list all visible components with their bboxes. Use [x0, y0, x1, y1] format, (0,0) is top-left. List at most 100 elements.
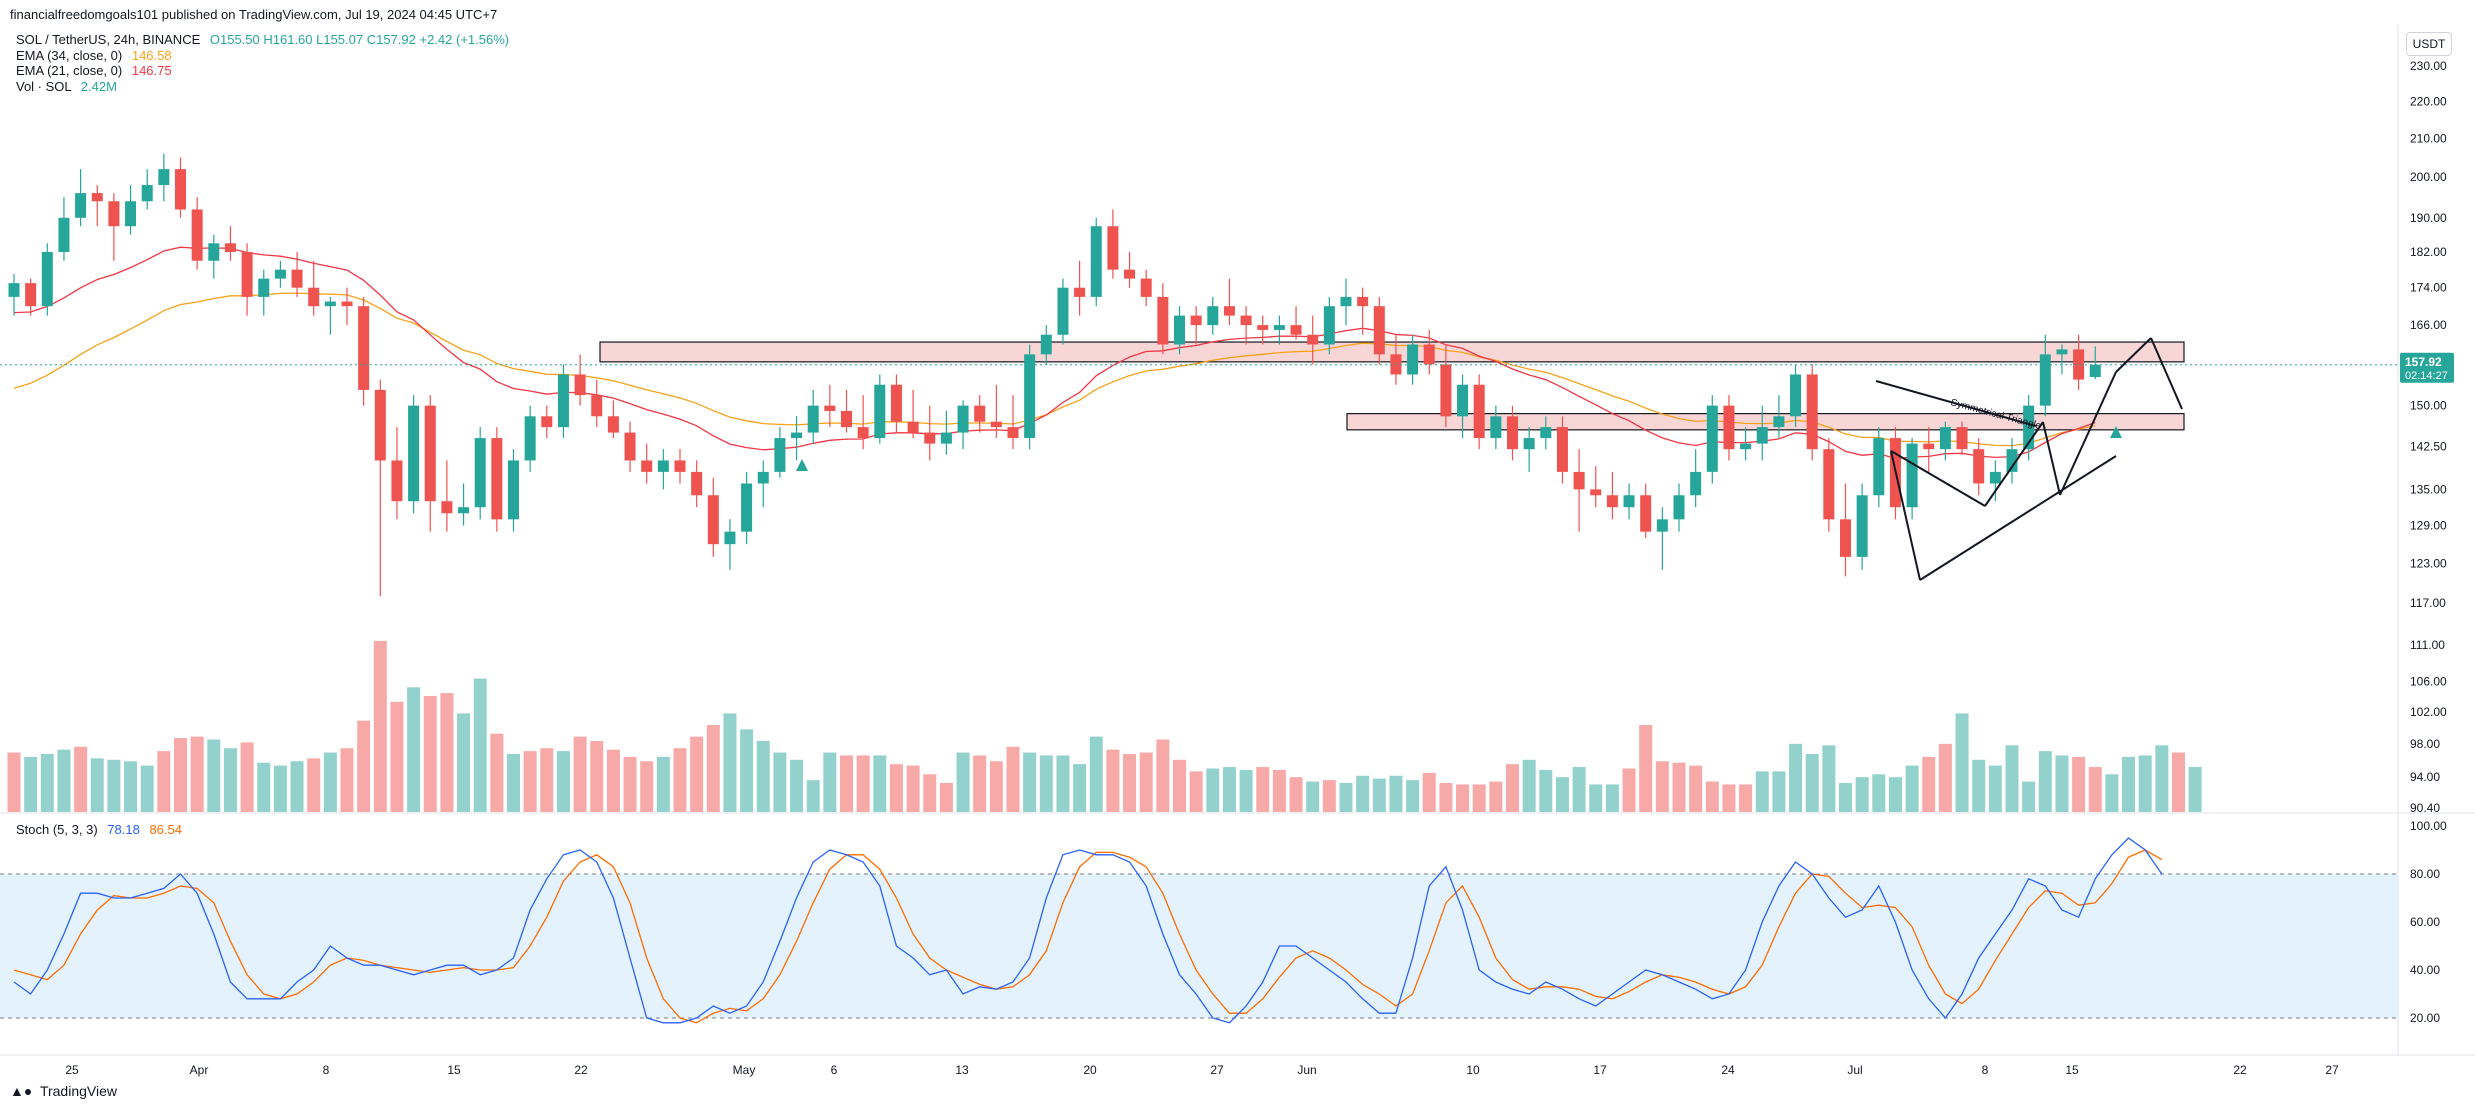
candle — [1573, 449, 1585, 532]
candle-body — [1373, 306, 1385, 355]
volume-bar — [423, 696, 437, 812]
time-tick-label: 22 — [574, 1063, 588, 1077]
candle — [1107, 209, 1119, 279]
candle — [258, 269, 270, 316]
candle — [1856, 483, 1868, 570]
time-tick-label: 15 — [2065, 1063, 2079, 1077]
candles — [0, 153, 2398, 597]
volume-bar — [873, 755, 887, 812]
volume-bar — [1605, 784, 1619, 812]
candle — [1656, 507, 1668, 570]
triangle-wave — [2059, 371, 2117, 496]
volume-bar — [2105, 774, 2119, 812]
candle — [841, 389, 852, 433]
candle — [1556, 416, 1568, 484]
volume-bar — [723, 713, 737, 812]
candle-body — [1490, 416, 1502, 439]
volume-bar — [1755, 771, 1769, 812]
candle-body — [1423, 344, 1435, 365]
stoch-k-line — [13, 837, 2163, 1024]
stoch-tick-label: 80.00 — [2410, 867, 2440, 881]
candle — [374, 379, 386, 597]
candle-body — [2023, 405, 2035, 450]
volume-bar — [390, 701, 404, 812]
candle-body — [141, 185, 153, 202]
volume-bar — [1139, 752, 1153, 812]
currency-button[interactable]: USDT — [2406, 32, 2452, 56]
candle — [108, 193, 120, 261]
candle — [641, 443, 653, 484]
candle-body — [990, 421, 1002, 428]
volume-bar — [1522, 759, 1536, 812]
candle-body — [1140, 278, 1152, 297]
price-tick-label: 230.00 — [2410, 59, 2447, 73]
volume-bar — [1256, 767, 1270, 812]
candle — [508, 449, 519, 532]
candle — [91, 185, 103, 227]
candle — [1690, 449, 1702, 508]
candle — [224, 226, 236, 261]
volume-bar — [889, 764, 903, 812]
volume-bar — [573, 736, 587, 812]
candle — [1590, 466, 1602, 508]
candle-body — [1790, 374, 1802, 417]
candle — [391, 427, 403, 520]
candle — [990, 384, 1002, 439]
candle — [974, 395, 986, 433]
volume-bar — [1839, 783, 1852, 812]
volume-bar — [24, 756, 38, 812]
candle — [691, 460, 703, 508]
price-tick-label: 150.00 — [2410, 399, 2447, 413]
price-tick-label: 117.00 — [2410, 596, 2446, 610]
volume-bar — [1489, 781, 1503, 812]
volume-bar — [656, 756, 670, 812]
candle — [1124, 251, 1136, 288]
volume-bar — [1472, 784, 1486, 812]
candle — [791, 416, 803, 461]
candle — [1740, 427, 1752, 461]
tradingview-brand[interactable]: ▲● TradingView — [10, 1083, 117, 1099]
volume-bar — [457, 713, 471, 812]
volume-bar — [956, 752, 970, 812]
candle — [1174, 306, 1185, 355]
candle — [524, 405, 536, 472]
candle-body — [2006, 449, 2018, 472]
candle-body — [1024, 354, 1036, 439]
candle-body — [624, 432, 636, 461]
volume-bar — [1306, 781, 1320, 812]
triangle-wave — [1984, 421, 2044, 507]
candle-body — [1756, 427, 1768, 444]
candle-body — [75, 193, 87, 218]
stoch-legend: Stoch (5, 3, 3) 78.18 86.54 — [16, 822, 182, 837]
stoch-label: Stoch (5, 3, 3) — [16, 822, 98, 837]
candle — [1457, 374, 1469, 439]
stoch-band — [0, 873, 2398, 1019]
candle-body — [1740, 443, 1752, 450]
candle-body — [308, 287, 320, 307]
volume-bar — [623, 756, 637, 812]
candle-body — [391, 460, 403, 502]
volume-bar — [939, 783, 953, 812]
volume-bar — [706, 725, 720, 812]
candle-body — [541, 416, 553, 428]
candle-body — [408, 405, 420, 502]
candle — [1973, 438, 1985, 496]
candle-body — [1690, 471, 1702, 496]
candle — [1906, 438, 1918, 520]
volume-bar — [806, 780, 820, 812]
time-tick-label: 15 — [447, 1063, 461, 1077]
candle — [757, 460, 769, 508]
candle-body — [1706, 405, 1718, 472]
price-tick-label: 182.00 — [2410, 245, 2447, 259]
stoch-tick-label: 100.00 — [2410, 819, 2447, 833]
axes: 230.00 220.00 210.00 200.00 190.00 182.00 174.… — [65, 59, 2454, 1077]
candle — [2073, 334, 2085, 390]
candle — [1307, 315, 1319, 365]
candle — [574, 354, 586, 406]
candle-body — [1074, 287, 1086, 297]
candle — [1357, 287, 1369, 335]
time-tick-label: Jun — [1297, 1063, 1316, 1077]
volume-bar — [1272, 769, 1286, 812]
candle-body — [158, 169, 170, 186]
